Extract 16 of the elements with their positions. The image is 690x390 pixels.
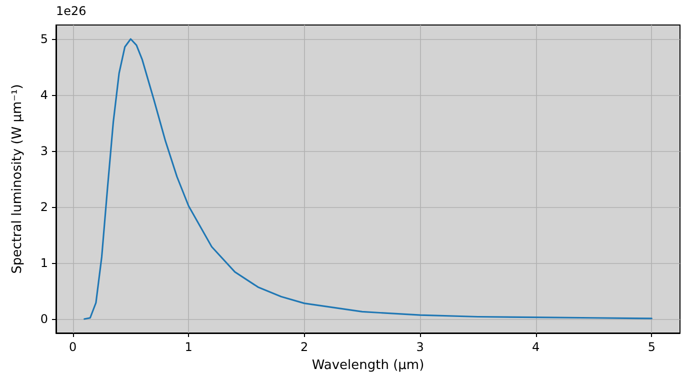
x-tick-label: 5 [648, 340, 656, 354]
x-tick-label: 0 [68, 340, 77, 354]
y-axis-title: Spectral luminosity (W μm⁻¹) [10, 84, 25, 274]
x-tick-label: 1 [184, 340, 192, 354]
y-tick-label: 4 [40, 88, 48, 102]
y-tick-label: 5 [40, 32, 48, 46]
line-series [84, 38, 652, 320]
y-tick-label: 1 [40, 256, 48, 270]
x-tick-label: 3 [416, 340, 424, 354]
x-tick-label: 2 [300, 340, 308, 354]
y-tick-label: 2 [40, 200, 48, 214]
y-tick-label: 3 [40, 144, 48, 158]
x-tick-label: 4 [532, 340, 540, 354]
x-axis-title: Wavelength (μm) [312, 358, 424, 373]
y-tick-label: 0 [40, 312, 48, 326]
text: 1e26 [56, 4, 86, 18]
